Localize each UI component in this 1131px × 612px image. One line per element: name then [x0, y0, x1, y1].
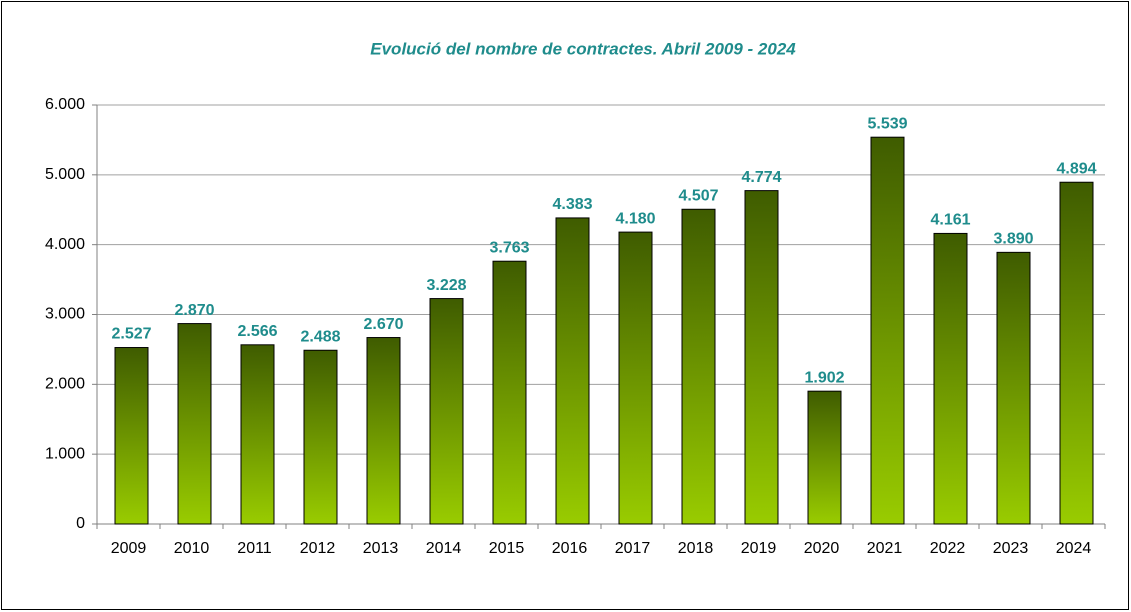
value-label: 3.228: [426, 277, 466, 294]
bar: [933, 232, 968, 525]
x-tick-label: 2020: [804, 540, 840, 557]
bar: [807, 390, 842, 525]
y-tick-label: 3.000: [45, 306, 85, 323]
bar: [366, 337, 401, 525]
value-label: 1.902: [804, 369, 844, 386]
value-label: 2.670: [363, 316, 403, 333]
x-tick-label: 2024: [1056, 540, 1092, 557]
value-label: 2.870: [174, 302, 214, 319]
value-label: 4.383: [552, 196, 592, 213]
bar: [492, 260, 527, 525]
x-tick-label: 2019: [741, 540, 777, 557]
value-label: 4.507: [678, 187, 718, 204]
x-tick-label: 2013: [363, 540, 399, 557]
y-tick-label: 6.000: [45, 96, 85, 113]
chart-title: Evolució del nombre de contractes. Abril…: [370, 39, 796, 58]
bar: [870, 136, 905, 525]
x-tick-label: 2022: [930, 540, 966, 557]
x-tick-label: 2011: [237, 540, 272, 557]
bar: [681, 208, 716, 525]
x-tick-label: 2017: [615, 540, 651, 557]
y-tick-label: 2.000: [45, 376, 85, 393]
bar: [114, 347, 149, 525]
bar: [744, 190, 779, 525]
value-label: 2.566: [237, 323, 277, 340]
value-label: 5.539: [867, 115, 907, 132]
y-tick-label: 0: [76, 515, 85, 532]
x-tick-label: 2018: [678, 540, 714, 557]
value-label: 2.488: [300, 328, 340, 345]
bar: [429, 298, 464, 525]
value-label: 4.774: [741, 169, 781, 186]
value-label: 2.527: [111, 326, 151, 343]
x-tick-label: 2012: [300, 540, 336, 557]
value-label: 4.180: [615, 210, 655, 227]
x-tick-label: 2023: [993, 540, 1029, 557]
y-tick-label: 1.000: [45, 445, 85, 462]
bar: [240, 344, 275, 525]
bar: [555, 217, 590, 525]
value-label: 3.890: [993, 231, 1033, 248]
bar: [618, 231, 653, 525]
value-label: 4.161: [930, 212, 970, 229]
x-tick-label: 2016: [552, 540, 588, 557]
x-tick-label: 2015: [489, 540, 525, 557]
x-tick-label: 2014: [426, 540, 462, 557]
bar: [996, 251, 1031, 525]
value-label: 4.894: [1056, 160, 1096, 177]
bar: [1059, 181, 1094, 525]
bar: [303, 349, 338, 525]
value-label: 3.763: [489, 239, 529, 256]
x-tick-label: 2021: [867, 540, 903, 557]
x-tick-label: 2010: [174, 540, 210, 557]
y-tick-label: 5.000: [45, 166, 85, 183]
y-tick-label: 4.000: [45, 236, 85, 253]
bar: [177, 323, 212, 525]
x-tick-label: 2009: [111, 540, 147, 557]
